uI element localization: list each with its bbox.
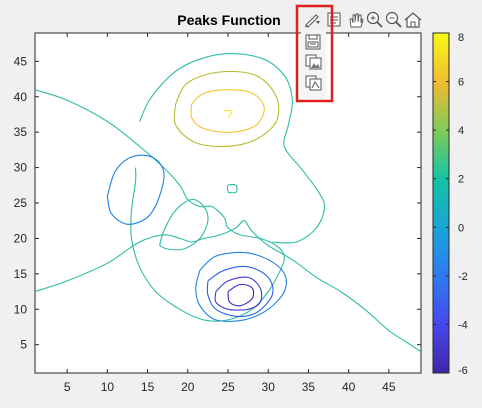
x-tick-label: 35 — [302, 380, 316, 394]
contour-line-level-6-0 — [214, 276, 263, 311]
x-axis: 5 10 15 20 25 30 35 40 45 — [64, 33, 396, 394]
contour-line-level-0-0 — [223, 109, 233, 119]
x-tick-label: 15 — [141, 380, 155, 394]
colorbar-tick-label: 4 — [458, 125, 464, 137]
pan-icon[interactable] — [349, 13, 364, 28]
colorbar-tick-label: 2 — [458, 174, 464, 186]
plot-title: Peaks Function — [177, 12, 280, 28]
contour-line-level-3-4 — [139, 53, 326, 244]
brush-icon[interactable] — [305, 14, 320, 28]
y-tick-label: 35 — [14, 125, 28, 139]
copy-vector-icon[interactable] — [305, 75, 322, 91]
contour-line-level-4-0 — [106, 154, 165, 225]
colorbar-tick-label: -6 — [458, 365, 468, 377]
colorbar-tick-label: 6 — [458, 77, 464, 89]
colorbar-tick-label: 0 — [458, 222, 464, 234]
y-tick-label: 20 — [14, 231, 28, 245]
contour-line-level-1-0 — [190, 89, 265, 133]
contour-line-level-3-0 — [35, 89, 285, 322]
data-tips-icon[interactable] — [327, 12, 341, 27]
contour-line-level-2-0 — [173, 70, 280, 148]
highlight-box — [295, 4, 334, 103]
colorbar[interactable] — [432, 32, 450, 374]
y-tick-label: 45 — [14, 54, 28, 68]
y-tick-label: 15 — [14, 267, 28, 281]
zoom-in-icon[interactable] — [366, 11, 383, 28]
contour-line-level-3-1 — [35, 220, 421, 353]
copy-image-icon[interactable] — [305, 54, 322, 70]
colorbar-ticks: -6 -4 -2 0 2 4 6 8 — [433, 32, 468, 377]
y-tick-label: 30 — [14, 161, 28, 175]
y-tick-label: 10 — [14, 302, 28, 316]
x-tick-label: 25 — [221, 380, 235, 394]
contour-line-level-7-0 — [227, 283, 255, 307]
x-tick-label: 40 — [342, 380, 356, 394]
home-icon[interactable] — [404, 12, 422, 28]
colorbar-tick-label: -4 — [458, 319, 468, 331]
contour-line-level-3-2 — [159, 198, 209, 251]
zoom-out-icon[interactable] — [385, 11, 402, 28]
x-tick-label: 20 — [181, 380, 195, 394]
y-tick-label: 5 — [20, 338, 27, 352]
export-menu — [301, 30, 326, 98]
y-axis: 5 10 15 20 25 30 35 40 45 — [14, 54, 421, 352]
axes-toolbar — [305, 11, 422, 28]
x-tick-label: 5 — [64, 380, 71, 394]
contour-lines — [35, 53, 421, 353]
colorbar-tick-label: -2 — [458, 271, 468, 283]
x-tick-label: 45 — [382, 380, 396, 394]
x-tick-label: 30 — [262, 380, 276, 394]
contour-line-level-5-0 — [206, 265, 274, 318]
y-tick-label: 40 — [14, 90, 28, 104]
contour-line-level-4-1 — [195, 251, 287, 322]
x-tick-label: 10 — [101, 380, 115, 394]
save-icon[interactable] — [305, 34, 321, 50]
colorbar-tick-label: 8 — [458, 32, 464, 44]
y-tick-label: 25 — [14, 196, 28, 210]
contour-line-level-3-3 — [226, 183, 238, 194]
